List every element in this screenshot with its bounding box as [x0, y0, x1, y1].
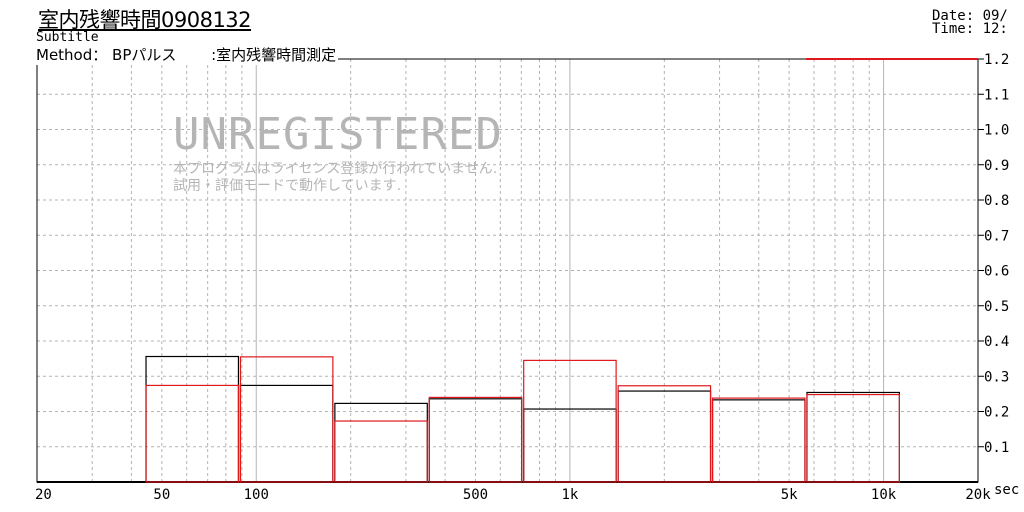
y-tick-label: 0.8	[984, 193, 1009, 209]
x-tick-label: 100	[244, 487, 269, 503]
y-tick-label: 1.1	[984, 87, 1009, 103]
x-tick-label: 500	[463, 487, 488, 503]
unit-label: sec	[994, 482, 1020, 498]
bar-red	[334, 420, 428, 483]
tick-labels: 20 50 100 500 1k 5k 10k 20k 0.1 0.2 0.3 0.4 0.5 0.6 0.…	[35, 52, 1009, 503]
x-tick-label: 20k	[965, 487, 991, 503]
y-tick-label: 0.3	[984, 369, 1009, 385]
y-tick-label: 0.4	[984, 334, 1009, 350]
bar-red	[617, 385, 712, 483]
bar-black	[239, 384, 334, 483]
y-tick-label: 0.6	[984, 264, 1009, 280]
bar-red	[711, 397, 806, 483]
unregistered-watermark: UNREGISTERED 本プログラムはライセンス登録が行われていません. 試用…	[173, 109, 503, 194]
method-label: Method： BPパルス :室内残響時間測定	[36, 44, 339, 65]
watermark-headline: UNREGISTERED	[173, 109, 503, 160]
bar-black	[334, 402, 428, 483]
y-tick-label: 0.9	[984, 158, 1009, 174]
grid-lines	[37, 59, 978, 482]
x-tick-label: 10k	[871, 487, 897, 503]
x-tick-label: 50	[153, 487, 170, 503]
bars	[145, 355, 900, 483]
x-tick-label: 5k	[781, 487, 798, 503]
watermark-line2: 試用・評価モードで動作しています.	[173, 178, 401, 194]
chart-subtitle: Subtitle	[36, 30, 99, 45]
date-label: Date: 09/	[932, 8, 1008, 24]
bar-red	[806, 393, 900, 483]
watermark-line1: 本プログラムはライセンス登録が行われていません.	[173, 161, 497, 177]
x-tick-label: 1k	[561, 487, 578, 503]
chart-title: 室内残響時間0908132	[38, 8, 252, 32]
bar-red	[145, 384, 240, 483]
x-tick-label: 20	[35, 487, 52, 503]
bar-black	[145, 355, 240, 483]
y-tick-label: 1.0	[984, 123, 1009, 139]
y-tick-label: 0.1	[984, 440, 1009, 456]
y-tick-label: 0.2	[984, 405, 1009, 421]
bar-red	[239, 356, 334, 483]
y-tick-label: 0.5	[984, 299, 1009, 315]
bar-red	[428, 396, 523, 483]
y-tick-label: 1.2	[984, 52, 1009, 68]
y-tick-label: 0.7	[984, 228, 1009, 244]
time-label: Time: 12:	[932, 21, 1008, 37]
bar-red	[523, 359, 617, 483]
